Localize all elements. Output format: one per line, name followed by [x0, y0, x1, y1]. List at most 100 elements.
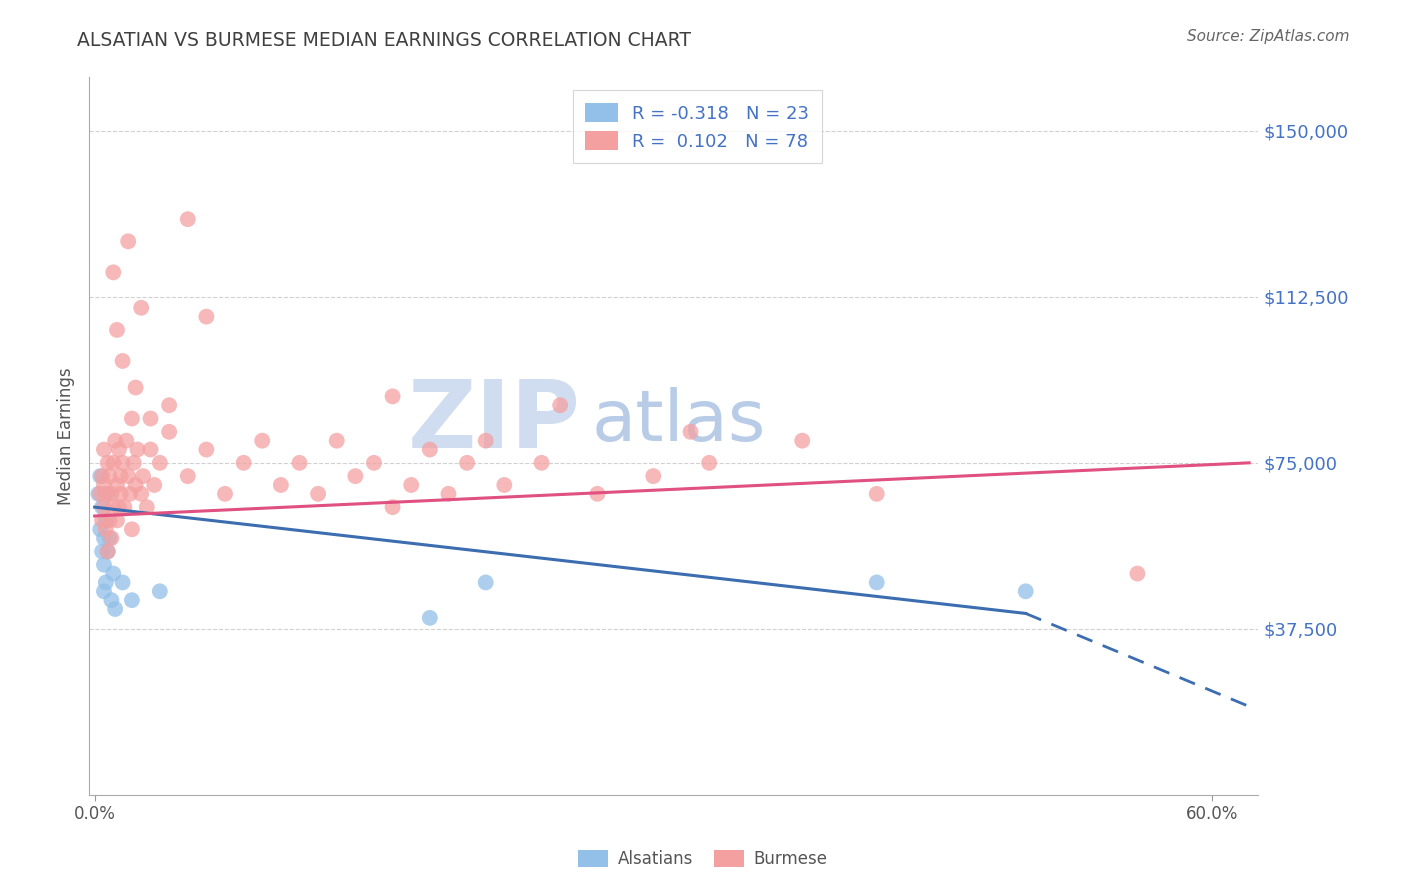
Point	[121, 593, 143, 607]
Point	[87, 487, 110, 501]
Point	[456, 456, 478, 470]
Point	[117, 235, 139, 249]
Point	[111, 354, 134, 368]
Point	[474, 434, 496, 448]
Point	[110, 487, 132, 501]
Point	[91, 469, 114, 483]
Point	[195, 442, 218, 457]
Point	[643, 469, 665, 483]
Point	[97, 487, 120, 501]
Point	[89, 469, 111, 483]
Point	[115, 434, 138, 448]
Point	[94, 487, 117, 501]
Point	[419, 442, 441, 457]
Point	[866, 487, 889, 501]
Point	[91, 544, 114, 558]
Point	[105, 323, 128, 337]
Point	[135, 500, 157, 515]
Point	[866, 575, 889, 590]
Point	[111, 575, 134, 590]
Point	[91, 513, 114, 527]
Point	[381, 389, 404, 403]
Point	[114, 500, 136, 515]
Point	[530, 456, 553, 470]
Point	[103, 456, 125, 470]
Text: Source: ZipAtlas.com: Source: ZipAtlas.com	[1187, 29, 1350, 44]
Point	[232, 456, 254, 470]
Point	[437, 487, 460, 501]
Point	[586, 487, 609, 501]
Point	[195, 310, 218, 324]
Point	[100, 487, 122, 501]
Text: ZIP: ZIP	[408, 376, 581, 468]
Point	[1126, 566, 1149, 581]
Point	[1015, 584, 1038, 599]
Point	[548, 398, 571, 412]
Point	[98, 469, 121, 483]
Point	[143, 478, 166, 492]
Point	[149, 584, 172, 599]
Point	[93, 531, 115, 545]
Point	[104, 434, 127, 448]
Point	[127, 442, 149, 457]
Point	[307, 487, 329, 501]
Point	[132, 469, 155, 483]
Point	[94, 522, 117, 536]
Point	[104, 602, 127, 616]
Point	[94, 575, 117, 590]
Point	[110, 469, 132, 483]
Point	[93, 478, 115, 492]
Point	[124, 478, 146, 492]
Point	[93, 584, 115, 599]
Point	[121, 411, 143, 425]
Point	[129, 301, 152, 315]
Point	[103, 265, 125, 279]
Point	[177, 469, 200, 483]
Point	[100, 593, 122, 607]
Point	[118, 487, 141, 501]
Point	[105, 478, 128, 492]
Point	[93, 558, 115, 572]
Point	[149, 456, 172, 470]
Point	[97, 544, 120, 558]
Point	[103, 566, 125, 581]
Point	[139, 411, 162, 425]
Point	[108, 442, 131, 457]
Point	[89, 522, 111, 536]
Point	[89, 487, 111, 501]
Point	[98, 531, 121, 545]
Point	[97, 544, 120, 558]
Point	[117, 469, 139, 483]
Point	[344, 469, 367, 483]
Point	[139, 442, 162, 457]
Point	[679, 425, 702, 439]
Point	[157, 398, 180, 412]
Point	[100, 531, 122, 545]
Text: atlas: atlas	[592, 387, 766, 457]
Point	[157, 425, 180, 439]
Point	[177, 212, 200, 227]
Point	[252, 434, 274, 448]
Point	[97, 456, 120, 470]
Point	[270, 478, 292, 492]
Point	[124, 380, 146, 394]
Point	[98, 513, 121, 527]
Point	[494, 478, 516, 492]
Point	[419, 611, 441, 625]
Point	[105, 513, 128, 527]
Point	[399, 478, 422, 492]
Point	[94, 513, 117, 527]
Point	[363, 456, 385, 470]
Point	[108, 500, 131, 515]
Legend: Alsatians, Burmese: Alsatians, Burmese	[572, 843, 834, 875]
Point	[111, 456, 134, 470]
Point	[214, 487, 236, 501]
Point	[381, 500, 404, 515]
Point	[129, 487, 152, 501]
Point	[288, 456, 311, 470]
Point	[474, 575, 496, 590]
Point	[792, 434, 814, 448]
Point	[91, 500, 114, 515]
Point	[697, 456, 720, 470]
Point	[93, 500, 115, 515]
